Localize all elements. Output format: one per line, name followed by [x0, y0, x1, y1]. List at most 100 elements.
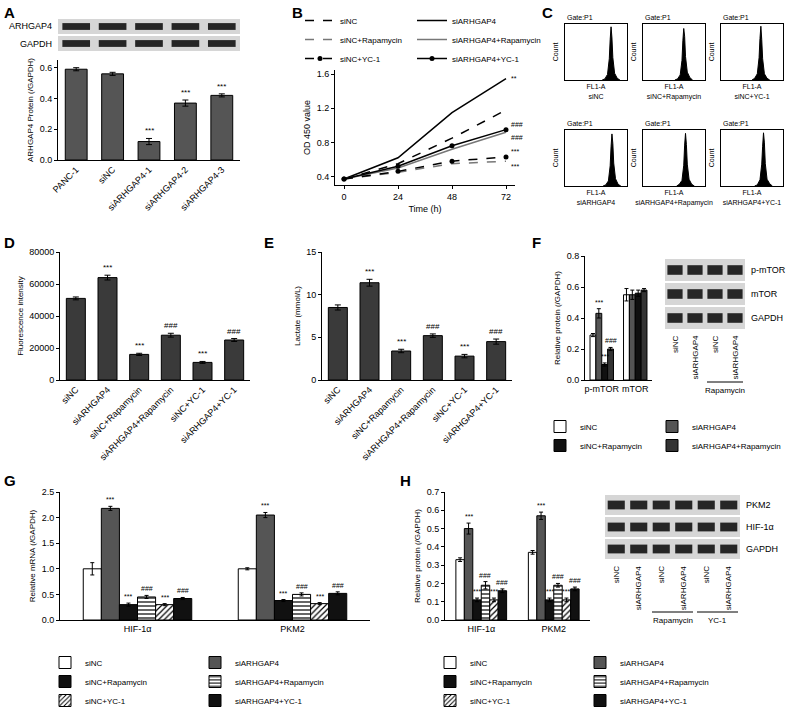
svg-text:Gate:P1: Gate:P1 [567, 14, 593, 21]
svg-text:siARHGAP4+YC-1: siARHGAP4+YC-1 [620, 697, 687, 706]
svg-text:0.4: 0.4 [427, 542, 440, 552]
svg-text:0.5: 0.5 [42, 590, 55, 600]
svg-text:###: ### [489, 327, 503, 336]
svg-text:15: 15 [306, 247, 316, 257]
svg-text:siARHGAP4: siARHGAP4 [620, 659, 665, 668]
svg-text:siNC+Rapamycin: siNC+Rapamycin [340, 36, 402, 45]
svg-text:G: G [4, 472, 16, 489]
svg-text:FL1-AsiNC+Rapamycin: FL1-AsiNC+Rapamycin [647, 83, 701, 100]
svg-text:FL1-AsiARHGAP4: FL1-AsiARHGAP4 [577, 189, 616, 205]
svg-text:***: *** [546, 588, 554, 595]
svg-text:siARHGAP4+YC-1: siARHGAP4+YC-1 [178, 385, 238, 445]
svg-text:***: *** [217, 82, 226, 91]
svg-text:siNC: siNC [85, 659, 103, 668]
svg-text:***: *** [103, 263, 112, 272]
svg-text:siNC: siNC [702, 566, 711, 584]
svg-text:A: A [4, 4, 15, 21]
svg-text:siNC+Rapamycin: siNC+Rapamycin [580, 442, 642, 451]
svg-text:siARHGAP4: siARHGAP4 [70, 385, 112, 427]
svg-text:siNC+YC-1: siNC+YC-1 [470, 697, 511, 706]
svg-text:siARHGAP4+Rapamycin: siARHGAP4+Rapamycin [360, 385, 438, 463]
svg-text:PKM2: PKM2 [746, 500, 771, 510]
svg-text:Time (h): Time (h) [408, 204, 441, 214]
svg-text:###: ### [569, 577, 581, 584]
svg-text:Relative protein (/GAPDH): Relative protein (/GAPDH) [413, 509, 422, 603]
svg-text:F: F [532, 234, 541, 251]
svg-text:Fluorescence intensity: Fluorescence intensity [16, 276, 25, 356]
svg-text:***: *** [279, 590, 287, 597]
svg-text:1.6: 1.6 [317, 69, 330, 79]
svg-text:PANC-1: PANC-1 [51, 165, 81, 195]
svg-text:Count: Count [708, 43, 715, 62]
svg-text:siARHGAP4+Rapamycin: siARHGAP4+Rapamycin [452, 36, 541, 45]
svg-text:FL1-AsiNC+YC-1: FL1-AsiNC+YC-1 [734, 83, 769, 99]
svg-text:D: D [4, 234, 15, 251]
svg-text:Count: Count [552, 43, 559, 62]
svg-text:0.1: 0.1 [427, 597, 440, 607]
svg-text:C: C [542, 4, 553, 21]
svg-text:10: 10 [306, 290, 316, 300]
svg-text:siNC+Rapamycin: siNC+Rapamycin [85, 678, 147, 687]
svg-text:###: ### [227, 327, 241, 336]
svg-text:***: *** [537, 502, 545, 509]
svg-text:***: *** [198, 349, 207, 358]
svg-text:**: ** [511, 75, 517, 82]
svg-text:FL1-AsiARHGAP4+Rapamycin: FL1-AsiARHGAP4+Rapamycin [635, 189, 713, 206]
svg-text:***: *** [106, 496, 114, 503]
svg-text:###: ### [141, 585, 153, 592]
svg-text:siARHGAP4-1: siARHGAP4-1 [106, 165, 154, 213]
svg-text:siARHGAP4: siARHGAP4 [692, 423, 737, 432]
svg-text:PKM2: PKM2 [541, 624, 566, 634]
svg-text:siARHGAP4: siARHGAP4 [731, 335, 740, 380]
svg-text:***: *** [397, 337, 406, 346]
svg-text:###: ### [296, 583, 308, 590]
svg-text:***: *** [365, 267, 374, 276]
svg-text:0.4: 0.4 [40, 94, 53, 104]
svg-text:0.8: 0.8 [567, 251, 580, 261]
svg-text:siARHGAP4+Rapamycin: siARHGAP4+Rapamycin [235, 678, 324, 687]
svg-text:0.7: 0.7 [427, 487, 440, 497]
svg-text:Count: Count [630, 43, 637, 62]
svg-text:p-mTOR: p-mTOR [585, 384, 620, 394]
svg-text:siNC+YC-1: siNC+YC-1 [430, 385, 469, 424]
svg-text:p-mTOR: p-mTOR [751, 265, 786, 275]
svg-text:ARHGAP4 Protein (/GAPDH): ARHGAP4 Protein (/GAPDH) [26, 58, 35, 162]
svg-text:GAPDH: GAPDH [746, 544, 778, 554]
svg-text:80000: 80000 [29, 247, 54, 257]
svg-text:0: 0 [49, 375, 54, 385]
svg-text:0.5: 0.5 [427, 524, 440, 534]
svg-text:siNC: siNC [470, 659, 488, 668]
svg-text:***: *** [562, 588, 570, 595]
svg-text:0.4: 0.4 [317, 172, 330, 182]
svg-text:siNC: siNC [657, 566, 666, 584]
svg-text:HIF-1α: HIF-1α [467, 624, 495, 634]
svg-text:ARHGAP4: ARHGAP4 [9, 21, 52, 31]
svg-text:***: *** [181, 88, 190, 97]
svg-text:siARHGAP4: siARHGAP4 [679, 566, 688, 611]
svg-text:Gate:P1: Gate:P1 [723, 120, 749, 127]
svg-text:###: ### [496, 579, 508, 586]
svg-text:H: H [400, 472, 411, 489]
svg-text:48: 48 [447, 192, 457, 202]
svg-text:1.0: 1.0 [42, 564, 55, 574]
svg-text:0.2: 0.2 [567, 344, 580, 354]
svg-text:siARHGAP4: siARHGAP4 [235, 659, 280, 668]
svg-text:siNC: siNC [340, 17, 358, 26]
svg-text:siARHGAP4: siARHGAP4 [691, 335, 700, 380]
svg-text:mTOR: mTOR [622, 384, 649, 394]
svg-text:72: 72 [501, 192, 511, 202]
svg-text:0: 0 [341, 192, 346, 202]
svg-text:0.4: 0.4 [567, 313, 580, 323]
svg-text:40000: 40000 [29, 311, 54, 321]
svg-text:###: ### [511, 121, 523, 128]
svg-text:Count: Count [552, 149, 559, 168]
svg-text:siNC: siNC [711, 335, 720, 353]
svg-text:1.5: 1.5 [42, 538, 55, 548]
svg-text:FL1-AsiARHGAP4+YC-1: FL1-AsiARHGAP4+YC-1 [723, 189, 782, 205]
svg-text:siARHGAP4: siARHGAP4 [634, 566, 643, 611]
svg-text:siARHGAP4+YC-1: siARHGAP4+YC-1 [440, 385, 500, 445]
svg-text:Count: Count [630, 149, 637, 168]
svg-text:###: ### [511, 134, 523, 141]
svg-text:siNC+Rapamycin: siNC+Rapamycin [470, 678, 532, 687]
svg-text:***: *** [465, 513, 473, 520]
